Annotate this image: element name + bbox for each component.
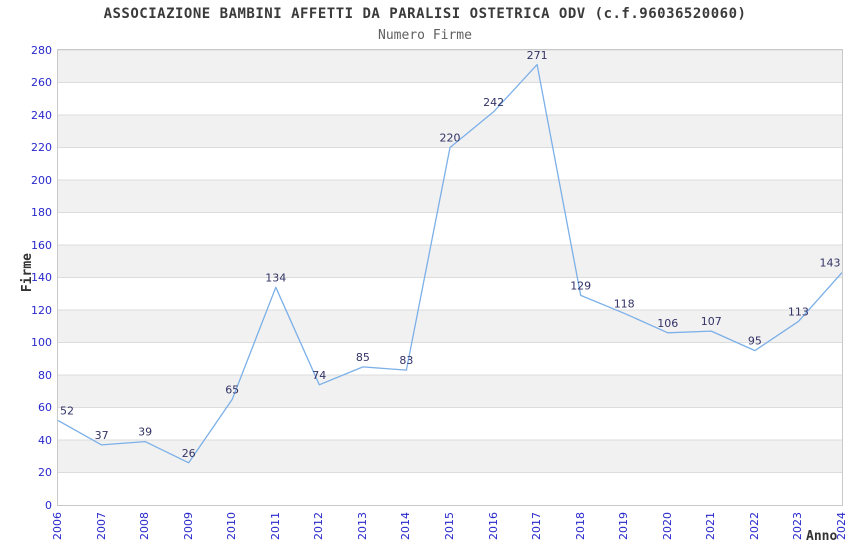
x-tick-label: 2012 <box>312 512 326 540</box>
y-tick-label: 0 <box>45 498 52 512</box>
plot-band <box>58 180 842 213</box>
y-tick-label: 40 <box>38 433 52 447</box>
data-point-label: 134 <box>265 271 286 284</box>
x-tick-label: 2020 <box>660 512 674 540</box>
data-point-label: 74 <box>312 369 326 382</box>
plot-band <box>58 440 842 473</box>
x-tick-label: 2015 <box>443 512 456 540</box>
data-point-label: 106 <box>657 317 678 330</box>
y-tick-label: 140 <box>31 271 52 284</box>
x-tick-label: 2022 <box>747 512 761 540</box>
plot-area: 52 37 39 26 65 134 74 85 83 220 242 271 129 118 106 107… <box>57 49 843 506</box>
data-point-label: 129 <box>570 279 591 292</box>
y-tick-label: 160 <box>31 238 52 252</box>
series-line <box>58 63 842 464</box>
plot-band <box>58 310 842 343</box>
chart-subtitle: Numero Firme <box>378 28 472 43</box>
x-tick-label: 2011 <box>268 512 282 540</box>
y-tick-label: 240 <box>31 108 52 122</box>
data-point-label: 242 <box>483 96 504 109</box>
x-tick-label: 2013 <box>355 512 369 540</box>
line-chart: 52 37 39 26 65 134 74 85 83 220 242 271 129 118 106 107… <box>58 50 842 473</box>
data-point-label: 65 <box>225 383 239 396</box>
plot-band <box>58 375 842 408</box>
data-point-label: 107 <box>701 315 722 328</box>
data-point-label: 143 <box>820 257 841 270</box>
x-tick-label: 2008 <box>138 512 152 540</box>
data-point-label: 271 <box>527 50 548 62</box>
y-tick-label: 180 <box>31 206 52 219</box>
plot-band <box>58 245 842 278</box>
x-tick-label: 2014 <box>399 512 413 540</box>
y-tick-label: 80 <box>38 368 52 382</box>
y-tick-label: 220 <box>31 141 52 154</box>
x-tick-label: 2018 <box>573 512 587 540</box>
data-point-label: 52 <box>60 405 74 418</box>
data-point-label: 83 <box>399 354 413 367</box>
data-point-label: 95 <box>748 335 762 348</box>
data-point-label: 39 <box>138 426 152 439</box>
plot-band <box>58 50 842 83</box>
y-tick-label: 60 <box>38 401 52 414</box>
x-tick-label: 2010 <box>225 512 239 540</box>
x-tick-label: 2017 <box>530 512 544 540</box>
y-tick-label: 100 <box>31 336 52 349</box>
data-point-label: 113 <box>788 305 809 318</box>
chart-title: ASSOCIAZIONE BAMBINI AFFETTI DA PARALISI… <box>103 6 747 22</box>
x-tick-label: 2023 <box>791 512 805 540</box>
x-tick-label: 2006 <box>51 512 64 540</box>
data-point-label: 220 <box>440 132 461 145</box>
plot-band <box>58 115 842 148</box>
x-axis-title: Anno <box>806 529 838 544</box>
y-tick-label: 260 <box>31 76 52 89</box>
y-tick-label: 120 <box>31 303 52 317</box>
data-point-label: 37 <box>95 429 109 442</box>
x-tick-label: 2009 <box>181 512 195 540</box>
y-tick-label: 20 <box>38 466 52 479</box>
x-tick-label: 2021 <box>704 512 718 540</box>
y-tick-label: 280 <box>31 43 52 57</box>
x-tick-label: 2007 <box>94 512 108 540</box>
data-point-label: 85 <box>356 351 370 364</box>
data-point-label: 26 <box>182 447 196 460</box>
x-tick-label: 2016 <box>486 512 500 540</box>
y-tick-label: 200 <box>31 173 52 187</box>
x-tick-label: 2019 <box>617 512 631 540</box>
data-point-label: 118 <box>614 297 635 310</box>
